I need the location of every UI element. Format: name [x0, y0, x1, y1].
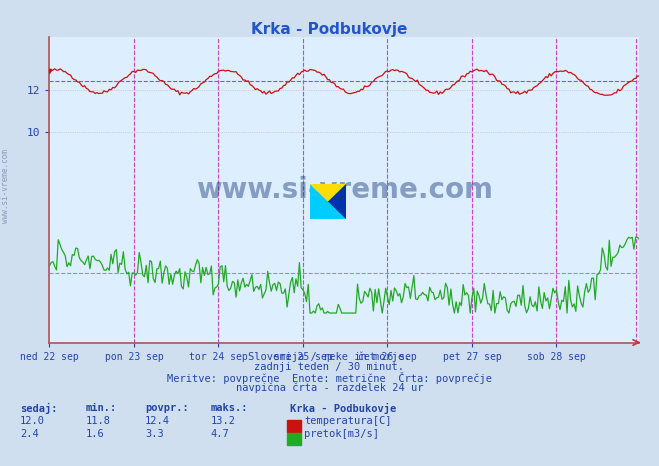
Text: sedaj:: sedaj: — [20, 403, 57, 414]
Text: pretok[m3/s]: pretok[m3/s] — [304, 429, 380, 439]
Text: 11.8: 11.8 — [86, 416, 111, 425]
Text: Meritve: povprečne  Enote: metrične  Črta: povprečje: Meritve: povprečne Enote: metrične Črta:… — [167, 372, 492, 384]
Polygon shape — [310, 184, 346, 219]
Text: 1.6: 1.6 — [86, 429, 104, 439]
Text: temperatura[C]: temperatura[C] — [304, 416, 392, 425]
Text: zadnji teden / 30 minut.: zadnji teden / 30 minut. — [254, 362, 405, 372]
Text: 12.0: 12.0 — [20, 416, 45, 425]
Text: Krka - Podbukovje: Krka - Podbukovje — [290, 403, 396, 414]
Text: 4.7: 4.7 — [211, 429, 229, 439]
Text: navpična črta - razdelek 24 ur: navpična črta - razdelek 24 ur — [236, 383, 423, 393]
Text: min.:: min.: — [86, 403, 117, 413]
Text: 2.4: 2.4 — [20, 429, 38, 439]
Polygon shape — [310, 184, 346, 219]
Text: povpr.:: povpr.: — [145, 403, 188, 413]
Text: www.si-vreme.com: www.si-vreme.com — [196, 176, 493, 204]
Text: 13.2: 13.2 — [211, 416, 236, 425]
Text: maks.:: maks.: — [211, 403, 248, 413]
Text: 12.4: 12.4 — [145, 416, 170, 425]
Polygon shape — [310, 184, 346, 219]
Text: www.si-vreme.com: www.si-vreme.com — [1, 150, 10, 223]
Text: 3.3: 3.3 — [145, 429, 163, 439]
Text: Slovenija / reke in morje.: Slovenija / reke in morje. — [248, 352, 411, 362]
Text: Krka - Podbukovje: Krka - Podbukovje — [251, 22, 408, 37]
